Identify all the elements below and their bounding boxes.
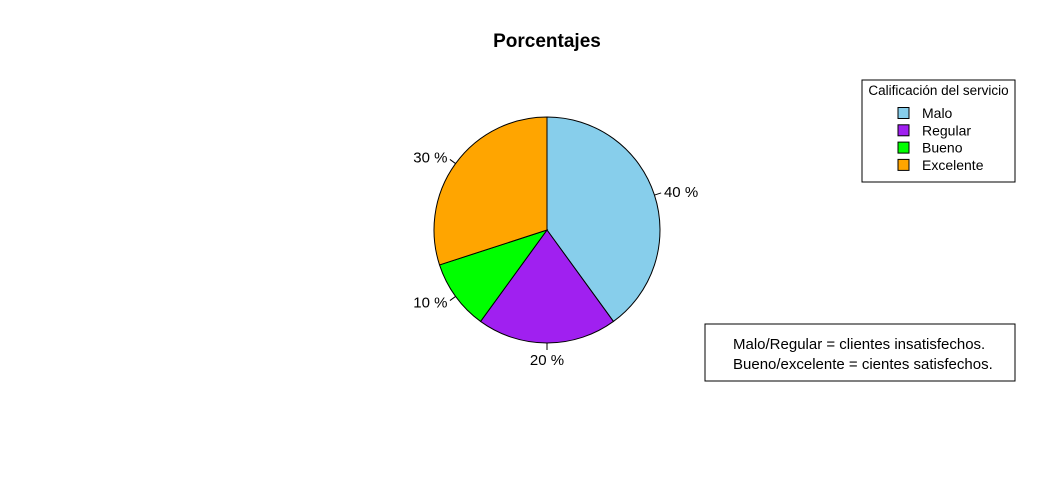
legend-label-regular: Regular <box>922 122 971 138</box>
pie-slices <box>433 116 661 344</box>
pie-slice-bueno <box>438 229 549 323</box>
pie-slice-label: 40 % <box>664 184 698 201</box>
note-box: Malo/Regular = clientes insatisfechos. B… <box>704 323 1016 382</box>
note-line-2: Bueno/excelente = cientes satisfechos. <box>733 356 993 373</box>
chart-title: Porcentajes <box>493 31 601 52</box>
pie-label-tick <box>449 159 456 164</box>
legend-label-excelente: Excelente <box>922 157 984 173</box>
legend-swatch-regular <box>897 124 910 137</box>
legend-box <box>861 79 1016 183</box>
legend-title: Calificación del servicio <box>868 83 1008 98</box>
legend-swatch-bueno <box>897 141 910 154</box>
pie-slice-malo <box>546 116 661 323</box>
pie-label-tick <box>449 296 456 301</box>
pie-label-tick <box>654 192 662 196</box>
pie-slice-excelente <box>433 116 548 266</box>
legend-label-malo: Malo <box>922 105 953 121</box>
pie-slice-label: 20 % <box>530 352 564 369</box>
legend-label-bueno: Bueno <box>922 140 963 156</box>
note-line-1: Malo/Regular = clientes insatisfechos. <box>733 336 985 353</box>
note-frame <box>704 323 1016 382</box>
pie-slice-labels: 40 % 20 % 10 % 30 % <box>413 150 698 369</box>
legend-swatch-excelente <box>897 158 910 171</box>
legend-swatch-malo <box>897 107 910 119</box>
pie-slice-label: 30 % <box>413 150 447 167</box>
pie-slice-label: 10 % <box>413 294 447 311</box>
pie-slice-regular <box>479 229 615 344</box>
